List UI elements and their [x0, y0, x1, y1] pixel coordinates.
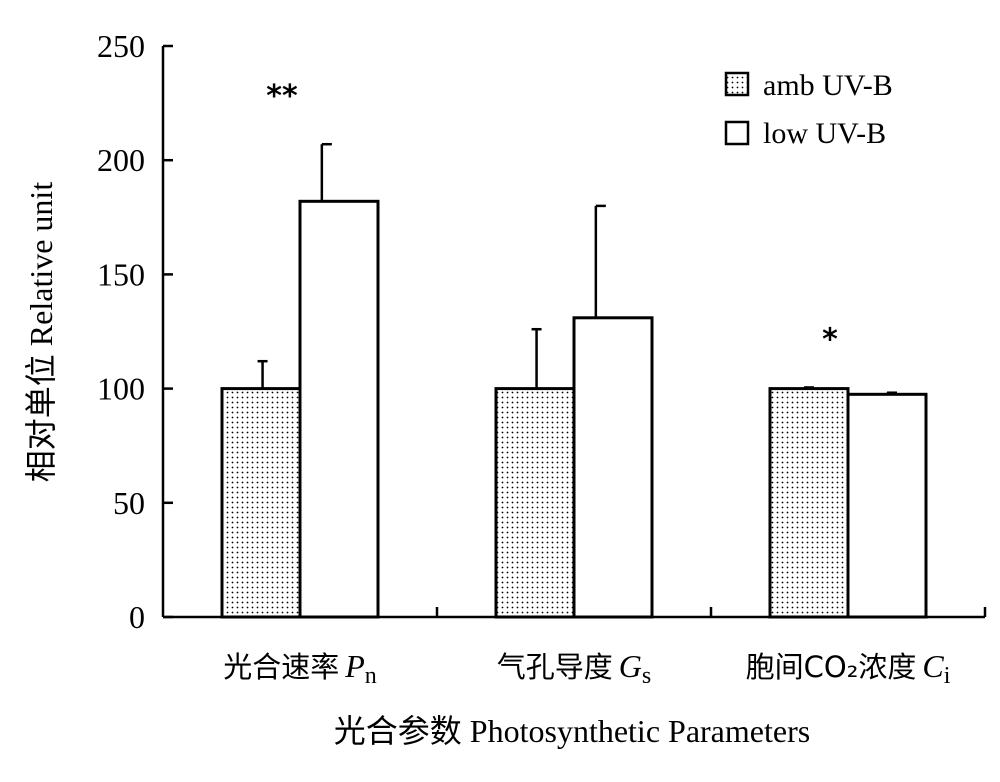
y-tick-label: 150	[97, 256, 145, 292]
bar-amb-uvb	[768, 387, 850, 619]
y-tick-label: 200	[97, 142, 145, 178]
bar-low-uvb	[298, 199, 380, 619]
legend-swatch-low	[724, 120, 750, 146]
bar-amb-uvb	[220, 387, 302, 619]
y-ticks: 0 50 100 150 200 250	[97, 28, 173, 635]
bars	[220, 199, 928, 619]
legend-swatch-amb	[724, 71, 750, 97]
significance-mark: **	[266, 79, 298, 114]
category-label: 光合速率 Pn	[223, 648, 377, 689]
legend-label-low: low UV-B	[763, 117, 886, 150]
bar-low-uvb	[572, 316, 654, 619]
legend: amb UV-B low UV-B	[724, 69, 893, 150]
x-axis-title: 光合参数 Photosynthetic Parameters	[334, 713, 810, 749]
y-tick-label: 50	[113, 485, 145, 521]
x-ticks	[435, 607, 987, 617]
category-label: 胞间CO₂浓度 Ci	[746, 648, 951, 689]
category-labels: 光合速率 Pn 气孔导度 Gs 胞间CO₂浓度 Ci	[223, 648, 950, 689]
error-bars	[257, 142, 897, 395]
significance-marks: ***	[266, 79, 838, 357]
y-tick-label: 100	[97, 371, 145, 407]
legend-label-amb: amb UV-B	[763, 69, 893, 102]
category-label: 气孔导度 Gs	[497, 648, 651, 689]
y-tick-label: 250	[97, 28, 145, 64]
significance-mark: *	[822, 322, 838, 357]
y-tick-label: 0	[129, 599, 145, 635]
bar-amb-uvb	[494, 387, 576, 619]
y-axis-title: 相对单位 Relative unit	[23, 182, 59, 483]
bar-low-uvb	[846, 392, 928, 619]
